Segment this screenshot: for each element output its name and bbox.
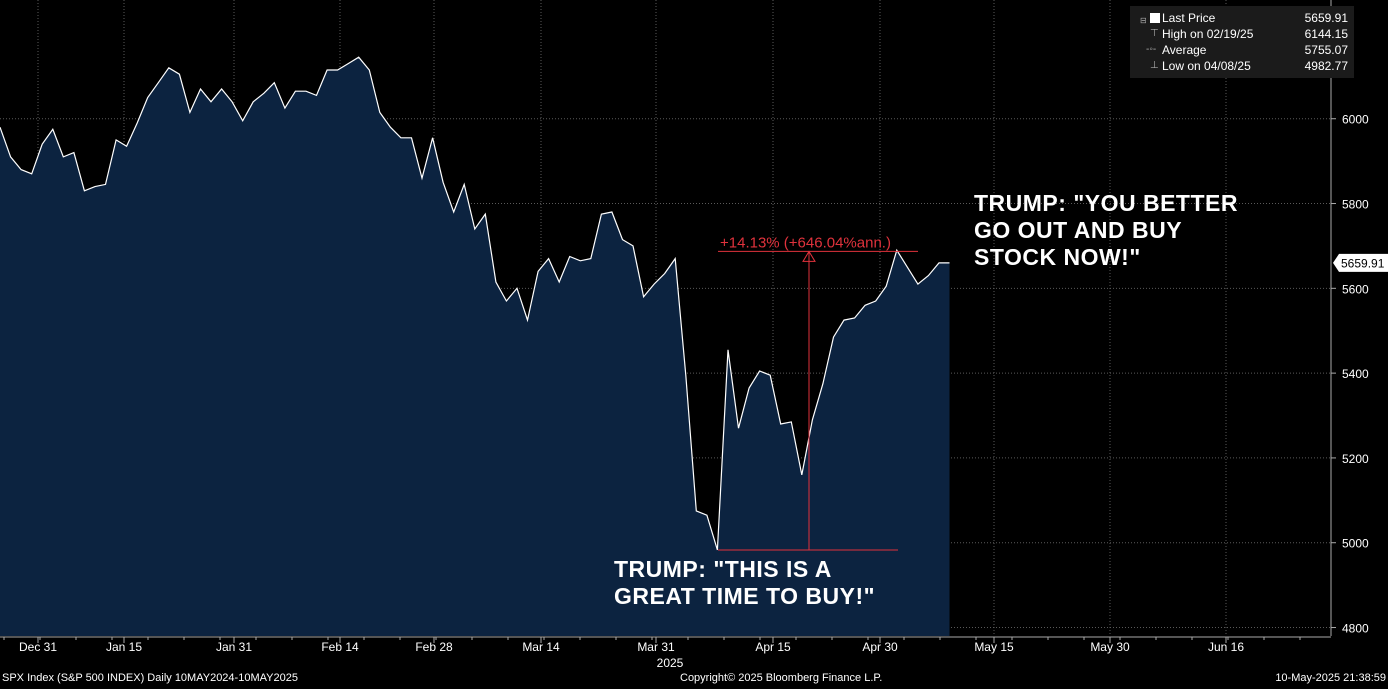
price-area [0,57,950,636]
footer-right: 10-May-2025 21:38:59 [1275,672,1386,684]
average-marker-icon: -◦- [1146,44,1157,55]
y-tick-label: 5800 [1342,198,1369,212]
legend-item-average: -◦- Average 5755.07 [1136,42,1348,58]
y-tick-label: 4800 [1342,622,1369,636]
measure-label: +14.13% (+646.04%ann.) [720,234,891,251]
annotation-bottom: TRUMP: "THIS IS A GREAT TIME TO BUY!" [614,556,876,609]
legend-value: 5659.91 [1304,11,1348,25]
last-price-label: 5659.91 [1341,256,1385,270]
legend-label: Low on 04/08/25 [1162,59,1251,73]
measure-arrow-icon [802,250,816,262]
price-line [0,56,950,551]
legend: ⊟ Last Price 5659.91 ⊤ High on 02/19/25 … [1130,6,1354,78]
legend-value: 4982.77 [1304,59,1348,73]
x-tick-label: Dec 31 [19,640,57,654]
x-year-label: 2025 [657,656,684,670]
legend-label: Last Price [1162,11,1216,25]
y-tick-label: 5400 [1342,367,1369,381]
x-axis: Dec 31 Jan 15 Jan 31 Feb 14 Feb 28 Mar 14 Mar … [0,636,1331,670]
x-tick-label: Jun 16 [1208,640,1244,654]
legend-label: High on 02/19/25 [1162,27,1254,41]
x-tick-label: Mar 14 [522,640,560,654]
x-tick-label: Mar 31 [637,640,675,654]
x-tick-label: Apr 15 [755,640,791,654]
y-axis: 4800 5000 5200 5400 5600 5800 6000 5659.91 [1330,0,1388,636]
legend-value: 5755.07 [1304,43,1348,57]
high-marker-icon: ⊤ [1150,28,1159,39]
x-tick-label: May 15 [974,640,1014,654]
x-tick-label: Apr 30 [862,640,898,654]
x-tick-label: Jan 15 [106,640,142,654]
y-tick-label: 6000 [1342,113,1369,127]
legend-value: 6144.15 [1304,27,1348,41]
y-tick-label: 5000 [1342,537,1369,551]
x-tick-label: May 30 [1090,640,1130,654]
low-marker-icon: ⊥ [1150,60,1159,71]
x-tick-label: Feb 14 [321,640,359,654]
footer-left: SPX Index (S&P 500 INDEX) Daily 10MAY202… [2,672,298,684]
x-tick-label: Jan 31 [216,640,252,654]
legend-item-last-price: ⊟ Last Price 5659.91 [1136,10,1348,26]
square-icon: ⊟ [1136,10,1160,26]
last-price-tag [1333,253,1388,272]
annotation-top: TRUMP: "YOU BETTER GO OUT AND BUY STOCK … [974,190,1238,270]
x-tick-label: Feb 28 [415,640,453,654]
y-tick-label: 5200 [1342,452,1369,466]
range-measure: +14.13% (+646.04%ann.) [718,234,918,551]
footer-center: Copyright© 2025 Bloomberg Finance L.P. [680,672,883,684]
y-tick-label: 5600 [1342,282,1369,296]
legend-item-low: ⊥ Low on 04/08/25 4982.77 [1136,58,1348,74]
legend-label: Average [1162,43,1207,57]
legend-item-high: ⊤ High on 02/19/25 6144.15 [1136,26,1348,42]
